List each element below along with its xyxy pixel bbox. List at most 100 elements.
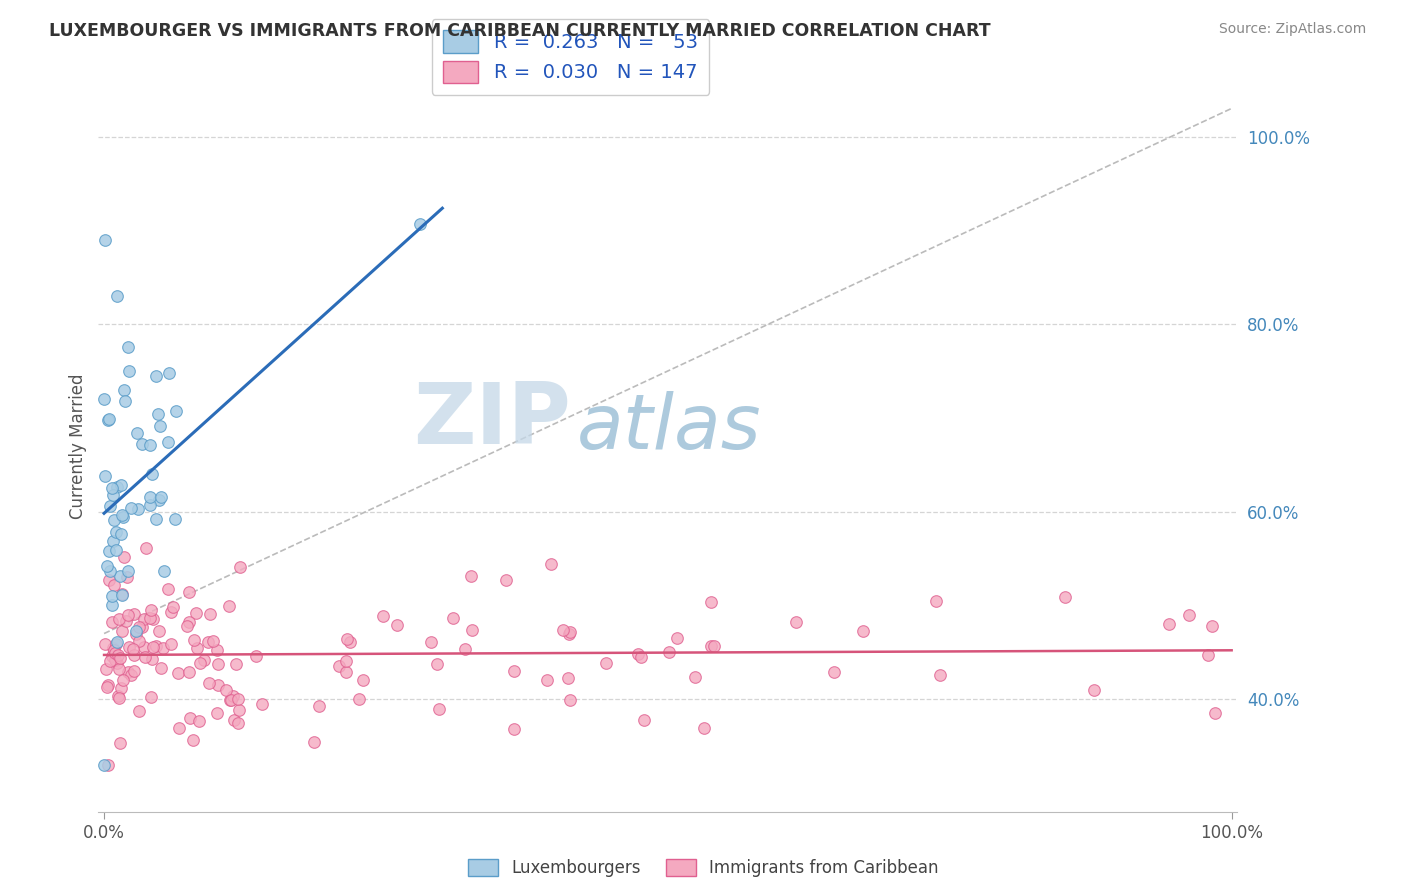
Point	[128, 704, 150, 718]
Point	[335, 654, 357, 668]
Point	[111, 510, 134, 524]
Point	[98, 564, 121, 578]
Point	[98, 654, 121, 668]
Point	[128, 619, 150, 633]
Point	[197, 635, 219, 649]
Point	[1054, 591, 1077, 605]
Point	[125, 627, 148, 641]
Point	[96, 559, 118, 574]
Point	[108, 569, 131, 583]
Point	[98, 573, 121, 587]
Point	[134, 612, 156, 626]
Point	[627, 647, 650, 661]
Point	[101, 641, 124, 656]
Point	[460, 569, 482, 583]
Point	[94, 469, 117, 483]
Point	[107, 689, 129, 703]
Point	[226, 715, 249, 730]
Point	[218, 693, 240, 707]
Point	[114, 393, 136, 408]
Point	[703, 639, 725, 653]
Point	[157, 366, 180, 380]
Point	[128, 633, 150, 648]
Point	[166, 665, 188, 680]
Point	[122, 642, 145, 657]
Point	[179, 711, 201, 725]
Point	[97, 757, 120, 772]
Point	[120, 501, 142, 516]
Point	[107, 691, 129, 706]
Text: Source: ZipAtlas.com: Source: ZipAtlas.com	[1219, 22, 1367, 37]
Point	[105, 525, 128, 540]
Point	[165, 404, 187, 418]
Point	[111, 587, 134, 601]
Point	[420, 635, 443, 649]
Point	[139, 690, 162, 705]
Point	[215, 682, 238, 697]
Point	[134, 640, 156, 654]
Point	[441, 610, 464, 624]
Point	[145, 639, 167, 653]
Point	[339, 635, 361, 649]
Point	[142, 640, 165, 654]
Point	[145, 512, 167, 526]
Point	[852, 624, 875, 639]
Point	[96, 662, 118, 676]
Point	[149, 490, 172, 504]
Point	[122, 607, 145, 621]
Point	[163, 512, 186, 526]
Point	[110, 478, 132, 492]
Point	[387, 618, 409, 632]
Point	[184, 607, 207, 621]
Point	[1201, 619, 1223, 633]
Point	[127, 426, 149, 441]
Point	[225, 657, 247, 671]
Point	[335, 665, 357, 679]
Point	[153, 564, 176, 578]
Point	[142, 612, 165, 626]
Point	[120, 668, 142, 682]
Point	[557, 671, 579, 685]
Point	[124, 665, 146, 679]
Point	[371, 609, 394, 624]
Point	[94, 233, 117, 247]
Point	[141, 603, 163, 617]
Point	[110, 526, 132, 541]
Point	[152, 640, 174, 655]
Point	[100, 589, 122, 603]
Point	[134, 650, 156, 665]
Point	[105, 656, 128, 670]
Point	[252, 697, 274, 711]
Point	[352, 673, 374, 687]
Point	[122, 648, 145, 662]
Point	[111, 673, 134, 688]
Point	[683, 670, 706, 684]
Point	[111, 508, 134, 523]
Point	[658, 645, 681, 659]
Point	[1204, 706, 1226, 721]
Point	[699, 640, 721, 654]
Point	[105, 637, 128, 651]
Point	[98, 499, 121, 513]
Text: LUXEMBOURGER VS IMMIGRANTS FROM CARIBBEAN CURRENTLY MARRIED CORRELATION CHART: LUXEMBOURGER VS IMMIGRANTS FROM CARIBBEA…	[49, 22, 991, 40]
Point	[145, 369, 167, 384]
Point	[503, 664, 526, 678]
Point	[693, 721, 716, 735]
Point	[193, 653, 215, 667]
Point	[551, 623, 574, 637]
Point	[104, 653, 127, 667]
Point	[197, 676, 219, 690]
Point	[139, 498, 162, 512]
Point	[149, 419, 172, 434]
Point	[148, 624, 170, 638]
Point	[219, 693, 242, 707]
Point	[222, 690, 245, 704]
Point	[1178, 608, 1201, 623]
Point	[131, 620, 153, 634]
Point	[229, 560, 252, 574]
Point	[536, 673, 558, 687]
Point	[115, 570, 138, 584]
Point	[207, 657, 229, 671]
Point	[328, 659, 350, 673]
Point	[118, 364, 141, 378]
